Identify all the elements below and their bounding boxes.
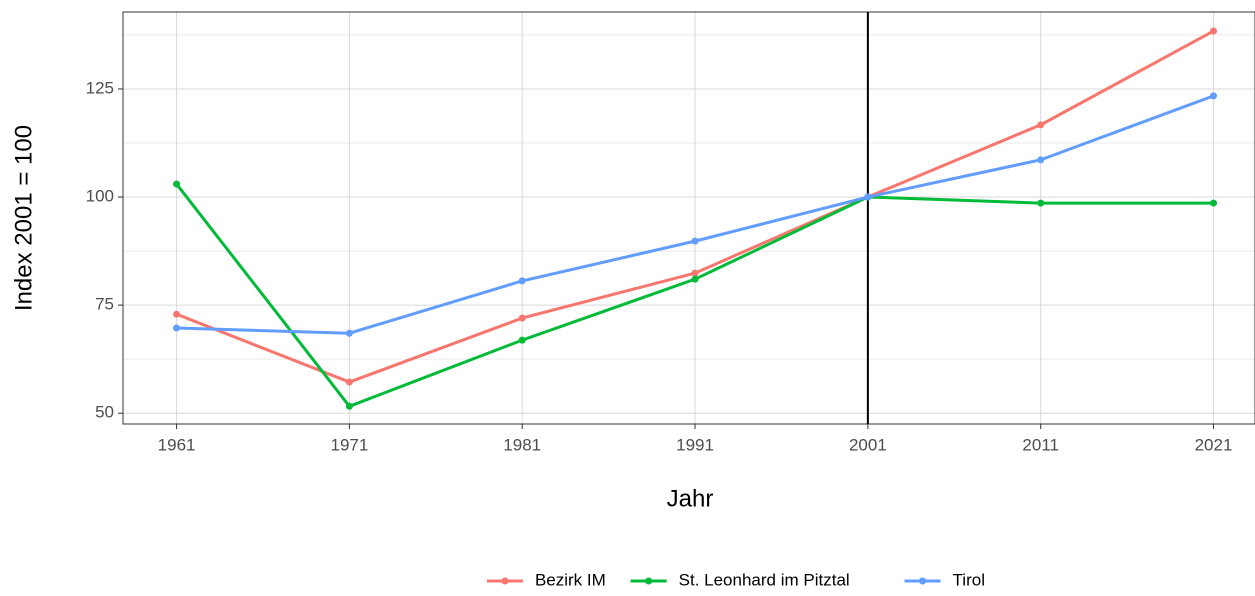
data-point [1210,92,1218,100]
data-point [1210,27,1218,35]
legend-label: Tirol [953,570,985,589]
legend-label: Bezirk IM [535,570,606,589]
data-point [345,378,353,386]
data-point [518,314,526,322]
y-tick-label: 125 [86,78,114,97]
data-point [173,324,181,332]
data-point [173,310,181,318]
x-tick-label: 2001 [849,435,887,454]
y-axis-title: Index 2001 = 100 [10,125,37,311]
y-tick-label: 100 [86,187,114,206]
legend-key-point [919,577,927,585]
legend-label: St. Leonhard im Pitztal [679,570,850,589]
legend-key-point [501,577,509,585]
data-point [518,277,526,285]
data-point [345,402,353,410]
data-point [345,329,353,337]
x-tick-label: 1961 [158,435,196,454]
x-axis-title: Jahr [667,485,714,512]
y-tick-label: 75 [95,295,114,314]
data-point [691,237,699,245]
x-tick-label: 1971 [330,435,368,454]
data-point [1037,156,1045,164]
data-point [691,269,699,277]
data-point [518,336,526,344]
data-point [1037,121,1045,129]
data-point [1210,199,1218,207]
panel-border [122,11,1255,425]
legend-key-point [645,577,653,585]
x-tick-label: 2011 [1022,435,1059,454]
x-tick-label: 1991 [676,435,714,454]
y-tick-label: 50 [95,403,114,422]
data-point [864,193,872,201]
data-point [173,180,181,188]
x-tick-label: 2021 [1195,435,1233,454]
data-point [691,275,699,283]
x-tick-label: 1981 [503,435,541,454]
data-point [1037,199,1045,207]
